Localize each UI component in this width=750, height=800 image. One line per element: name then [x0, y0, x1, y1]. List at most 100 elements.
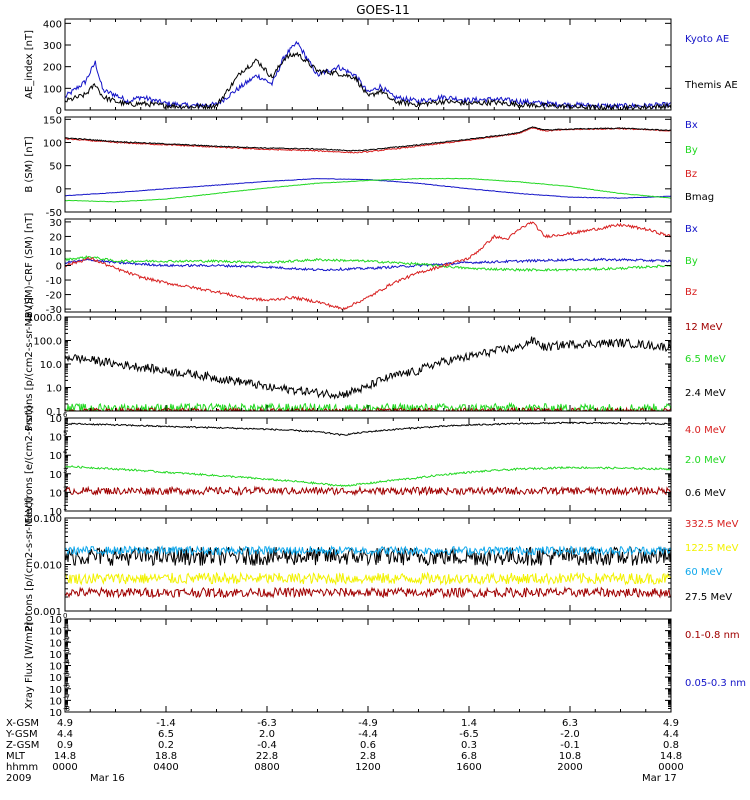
x-row-value: 18.8: [155, 751, 177, 762]
x-row-value: 1200: [355, 762, 380, 773]
legend-entry: 4.0 MeV: [685, 425, 726, 436]
y-tick-exponent: 3: [63, 467, 67, 475]
y-tick-label: 10: [49, 488, 62, 499]
y-tick-exponent: 0: [63, 612, 67, 620]
series-line-2-0-mev: [65, 465, 671, 488]
y-tick-label: 0: [56, 106, 62, 117]
series-line-themis-ae: [65, 51, 671, 110]
x-row-value: -1.4: [156, 718, 176, 729]
legend-entry: 2.4 MeV: [685, 388, 726, 399]
legend-entry: Themis AE: [684, 80, 738, 91]
y-tick-label: 10: [49, 662, 62, 673]
x-row-value: 6.5: [158, 729, 174, 740]
x-row-value: -4.4: [358, 729, 378, 740]
panel-6: 10-810-710-610-510-410-310-210-1100Xray …: [24, 612, 746, 719]
legend-entry: 12 MeV: [685, 322, 723, 333]
x-row-value: 6.3: [562, 718, 578, 729]
y-tick-label: 10: [49, 507, 62, 518]
legend-entry: Bz: [685, 169, 697, 180]
x-row-value: 2.0: [259, 729, 275, 740]
x-row-value: -6.5: [459, 729, 479, 740]
legend-entry: 122.5 MeV: [685, 543, 739, 554]
figure-title: GOES-11: [356, 3, 410, 17]
panel-2: -30 -20 -10 0 10 20 30 B (SM)-CRF (SM) [nT] Bx By…: [24, 213, 698, 319]
y-tick-label: 10: [49, 433, 62, 444]
x-row-value: -0.4: [257, 740, 277, 751]
panel-frame: [64, 18, 672, 111]
y-tick-exponent: 5: [63, 430, 67, 438]
series-group: [65, 545, 671, 599]
y-tick-label: 10: [49, 414, 62, 425]
y-axis-label: B (SM) [nT]: [24, 136, 35, 192]
x-row-value: 1.4: [461, 718, 477, 729]
y-axis-label: Protons [p/(cm2-s-sr-MeV)]: [24, 297, 35, 431]
x-row-name: 2009: [6, 773, 31, 784]
y-tick-label: 30: [49, 218, 62, 229]
y-tick-label: 150: [43, 115, 62, 126]
x-row-name: Z-GSM: [6, 740, 39, 751]
y-tick-label: 200: [43, 63, 62, 74]
y-tick-label: -30: [46, 305, 62, 316]
y-tick-label: 0.1: [46, 407, 62, 418]
y-tick-label: 10: [49, 685, 62, 696]
series-line-bmag: [65, 126, 671, 152]
x-row-value: 2.8: [360, 751, 376, 762]
x-row-value: 4.9: [663, 718, 679, 729]
y-axis-label: Electrons [e/(cm2-s-sr)]: [24, 405, 35, 523]
y-tick-label: 300: [43, 41, 62, 52]
y-tick-label: 100: [43, 84, 62, 95]
y-tick-label: 10: [49, 638, 62, 649]
series-line-bx: [65, 178, 671, 199]
y-tick-label: 10: [49, 470, 62, 481]
legend-entry: Kyoto AE: [685, 34, 729, 45]
y-axis-label: Protons [p/(cm2-s-sr-MeV)]: [24, 497, 35, 631]
y-tick-label: 10: [49, 247, 62, 258]
legend-entry: Bx: [685, 120, 698, 131]
series-line-2-4-mev: [65, 336, 671, 400]
y-tick-label: -50: [46, 208, 62, 219]
x-row-value: -6.3: [257, 718, 277, 729]
x-row-value: 0000: [658, 762, 683, 773]
legend-entry: 2.0 MeV: [685, 455, 726, 466]
x-row-value: 1600: [456, 762, 481, 773]
series-group: [65, 336, 671, 411]
series-line-by: [65, 254, 671, 272]
y-tick-label: -10: [46, 276, 62, 287]
y-axis-label: AE_index [nT]: [24, 30, 35, 99]
y-tick-label: 0: [56, 262, 62, 273]
panel-frame: [64, 618, 672, 713]
y-tick-label: 10.0: [40, 360, 62, 371]
y-tick-label: 20: [49, 232, 62, 243]
legend-entry: 60 MeV: [685, 567, 723, 578]
series-line-kyoto-ae: [65, 40, 671, 110]
series-group: [65, 40, 671, 110]
y-tick-label: -20: [46, 291, 62, 302]
x-row-value: 22.8: [256, 751, 278, 762]
y-tick-label: 400: [43, 19, 62, 30]
series-line-bz: [65, 127, 671, 154]
y-tick-label: 10: [49, 673, 62, 684]
legend-entry: Bmag: [685, 192, 714, 203]
y-tick-label: 1.0: [46, 384, 62, 395]
x-axis-labels: X-GSM 4.9 -1.4 -6.3 -4.9 1.4 6.3 4.9 Y-GSM 4.4 6.5…: [5, 718, 684, 784]
panel-frame: [64, 316, 672, 412]
x-row-value: Mar 17: [642, 773, 677, 784]
panel-0: 0 100 200 300 400 AE_index [nT] Kyoto AE Themis…: [24, 18, 738, 117]
x-row-value: 14.8: [660, 751, 682, 762]
series-line-0-6-mev: [65, 421, 671, 437]
series-line-by: [65, 177, 671, 203]
x-row-value: 10.8: [559, 751, 581, 762]
x-row-value: 14.8: [54, 751, 76, 762]
x-row-value: -0.1: [560, 740, 580, 751]
x-row-value: 0.9: [57, 740, 73, 751]
series-group: [65, 421, 671, 497]
series-line-60-mev: [65, 545, 671, 557]
series-group: [65, 126, 671, 203]
y-tick-label: 10: [49, 708, 62, 719]
x-row-value: 4.9: [57, 718, 73, 729]
legend-entry: 332.5 MeV: [685, 519, 739, 530]
x-row-value: 4.4: [57, 729, 73, 740]
legend-entry: 0.05-0.3 nm: [685, 678, 746, 689]
